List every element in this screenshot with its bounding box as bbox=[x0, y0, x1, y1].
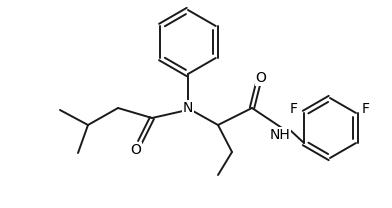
Text: F: F bbox=[290, 102, 298, 116]
Text: O: O bbox=[131, 143, 142, 157]
Text: F: F bbox=[362, 102, 370, 116]
Text: NH: NH bbox=[270, 128, 290, 142]
Text: N: N bbox=[183, 101, 193, 115]
Text: O: O bbox=[256, 71, 267, 85]
